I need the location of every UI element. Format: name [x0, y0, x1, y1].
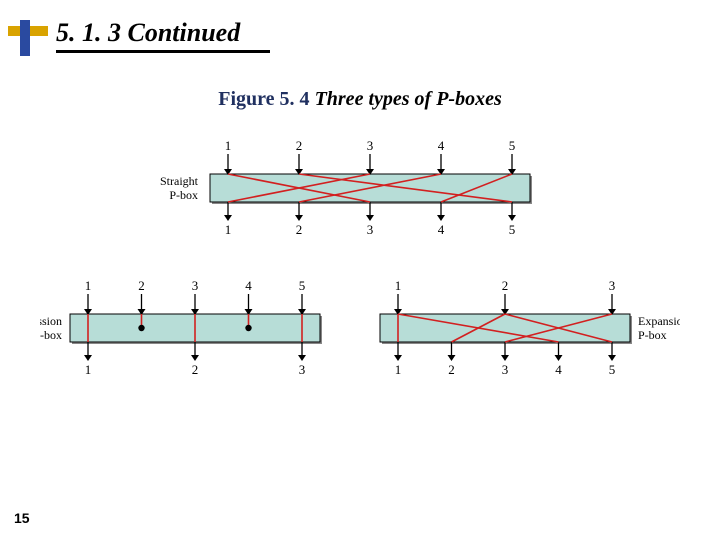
svg-text:4: 4	[438, 140, 445, 153]
svg-text:1: 1	[225, 222, 232, 237]
figure-caption: Figure 5. 4 Three types of P-boxes	[0, 88, 720, 111]
svg-text:1: 1	[395, 278, 402, 293]
svg-text:5: 5	[509, 140, 516, 153]
svg-text:4: 4	[438, 222, 445, 237]
svg-text:2: 2	[448, 362, 455, 377]
pbox-diagram: 1234512345StraightP-box12345123Compressi…	[40, 140, 680, 440]
svg-text:1: 1	[85, 362, 92, 377]
svg-text:3: 3	[609, 278, 616, 293]
svg-text:2: 2	[296, 222, 303, 237]
svg-text:4: 4	[555, 362, 562, 377]
svg-text:2: 2	[192, 362, 199, 377]
svg-text:Straight: Straight	[160, 174, 199, 188]
svg-text:Compression: Compression	[40, 314, 62, 328]
svg-text:5: 5	[609, 362, 616, 377]
page-number: 15	[14, 510, 30, 526]
svg-text:P-box: P-box	[638, 328, 667, 342]
svg-text:2: 2	[296, 140, 303, 153]
svg-text:2: 2	[138, 278, 145, 293]
figure-number: Figure 5. 4	[218, 88, 309, 110]
figure-title: Three types of P-boxes	[315, 88, 502, 110]
svg-text:5: 5	[509, 222, 516, 237]
svg-text:2: 2	[502, 278, 509, 293]
svg-text:P-box: P-box	[169, 188, 198, 202]
svg-text:5: 5	[299, 278, 306, 293]
svg-text:Expansion: Expansion	[638, 314, 680, 328]
svg-text:3: 3	[299, 362, 306, 377]
svg-text:3: 3	[367, 140, 374, 153]
slide-corner-deco	[8, 20, 56, 60]
svg-text:3: 3	[367, 222, 374, 237]
svg-text:1: 1	[225, 140, 232, 153]
svg-text:3: 3	[502, 362, 509, 377]
svg-text:4: 4	[245, 278, 252, 293]
svg-text:P-box: P-box	[40, 328, 62, 342]
svg-text:1: 1	[85, 278, 92, 293]
svg-text:3: 3	[192, 278, 199, 293]
svg-text:1: 1	[395, 362, 402, 377]
section-heading: 5. 1. 3 Continued	[56, 18, 270, 53]
